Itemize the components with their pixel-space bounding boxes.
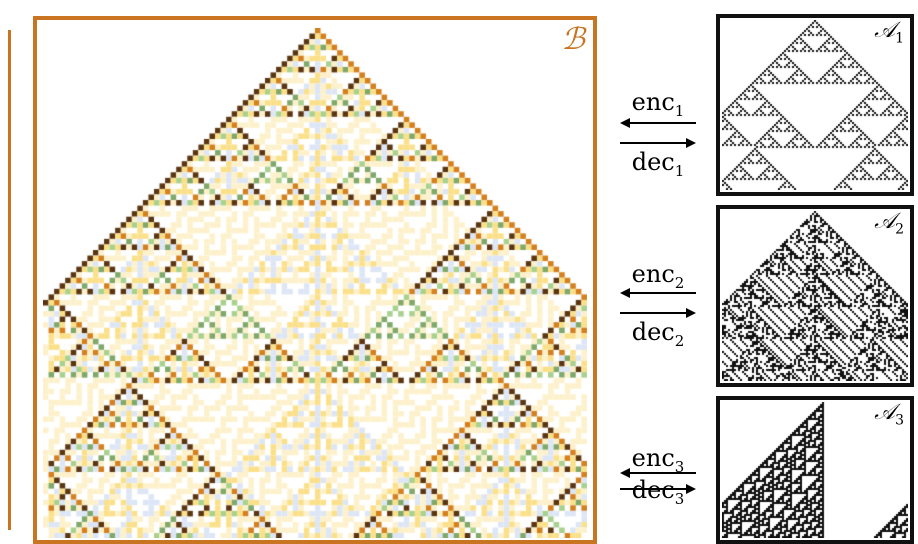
arrow-right-icon xyxy=(620,308,696,318)
arrow-left-icon xyxy=(620,118,696,128)
side-bar-line xyxy=(8,30,11,530)
automaton-1-label: 𝒜1 xyxy=(872,18,906,47)
composite-automaton-grid xyxy=(43,28,587,538)
automaton-2-grid xyxy=(722,211,908,381)
composite-label: ℬ xyxy=(561,22,585,57)
automaton-1-grid xyxy=(722,20,908,190)
dec-2-label: dec2 xyxy=(631,318,685,350)
dec-3-label: dec3 xyxy=(631,476,685,508)
enc-1-label: enc1 xyxy=(631,88,685,120)
automaton-2-label: 𝒜2 xyxy=(872,209,906,238)
automaton-3-label: 𝒜3 xyxy=(872,400,906,429)
automaton-1-panel: 𝒜1 xyxy=(716,14,914,196)
arrow-right-icon xyxy=(620,484,696,494)
dec-1-label: dec1 xyxy=(631,148,685,180)
arrow-left-icon xyxy=(620,288,696,298)
arrow-right-icon xyxy=(620,138,696,148)
automaton-3-panel: 𝒜3 xyxy=(716,396,914,544)
arrow-left-icon xyxy=(620,468,696,478)
automaton-2-panel: 𝒜2 xyxy=(716,205,914,387)
composite-automaton-panel: ℬ xyxy=(33,16,597,544)
enc-2-label: enc2 xyxy=(631,260,685,292)
enc-3-label: enc3 xyxy=(631,444,685,476)
